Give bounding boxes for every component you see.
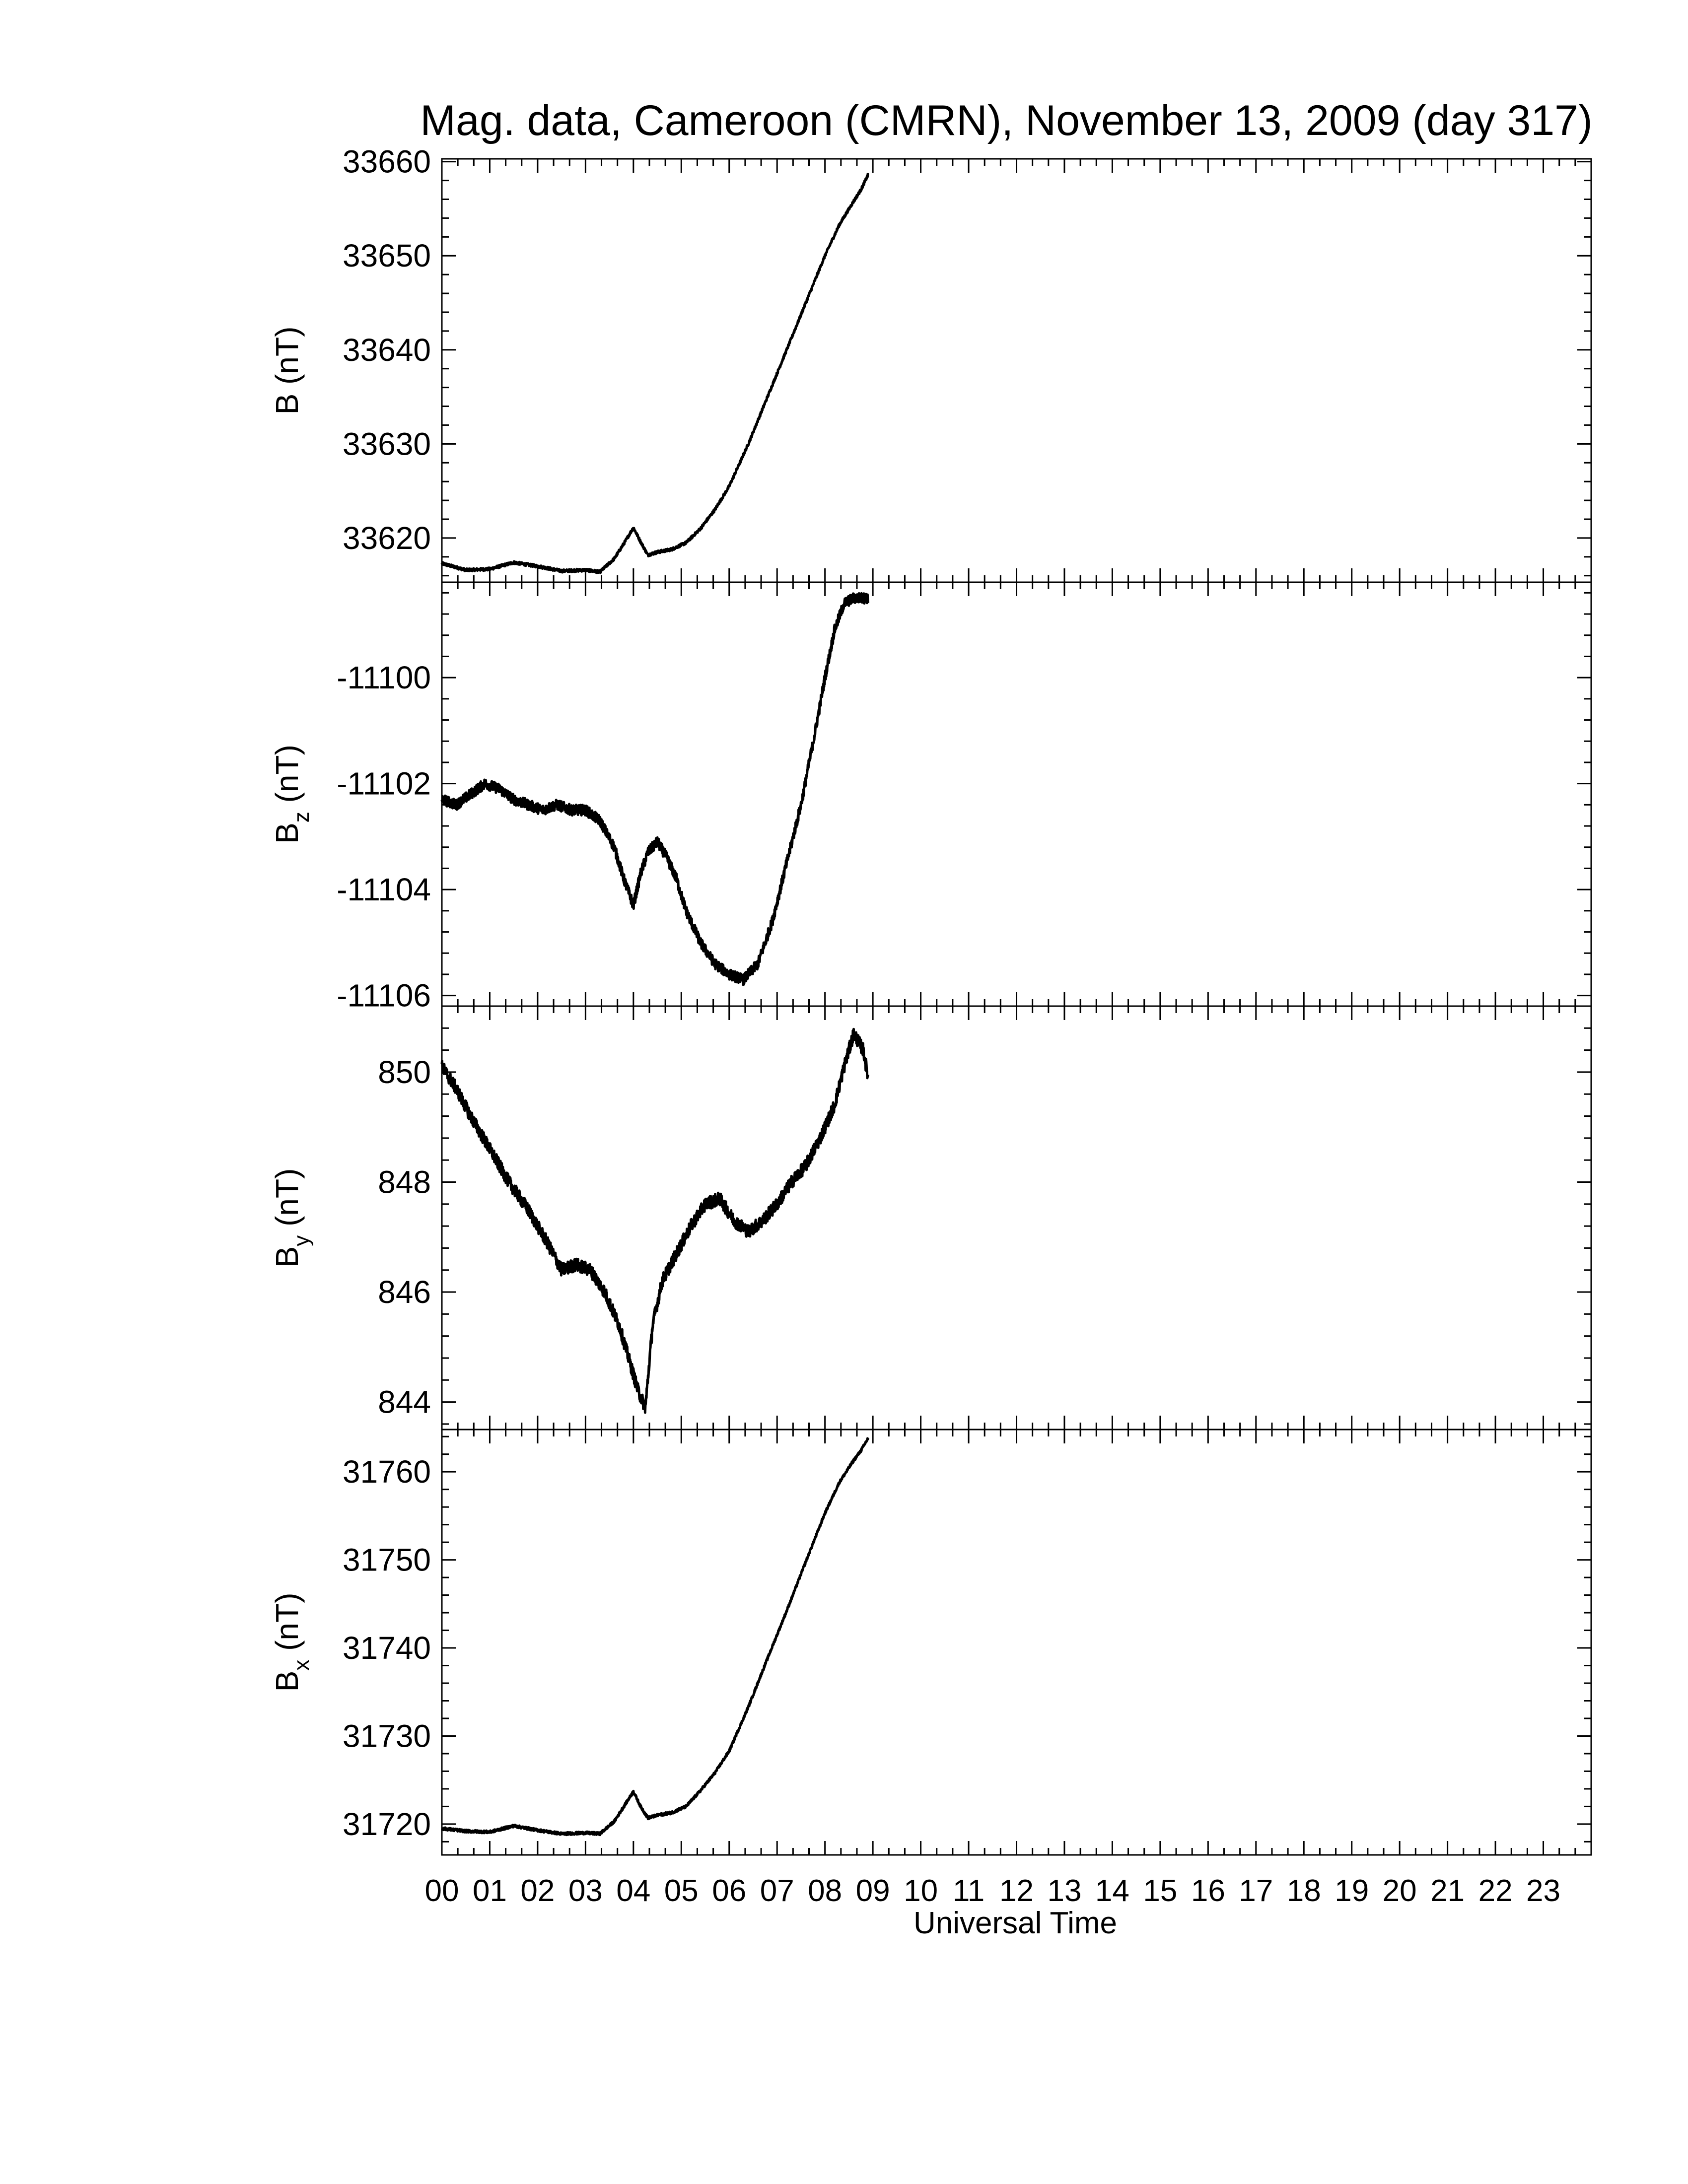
- y-tick-label: 848: [378, 1164, 431, 1200]
- y-axis-label: By (nT): [269, 1168, 314, 1268]
- x-tick-label: 01: [473, 1874, 507, 1908]
- x-tick-label: 22: [1478, 1874, 1513, 1908]
- x-tick-label: 04: [616, 1874, 650, 1908]
- data-trace: [440, 1437, 869, 1837]
- x-tick-label: 10: [904, 1874, 938, 1908]
- panel-frame: [441, 158, 1592, 583]
- y-tick-label: 33660: [343, 144, 431, 180]
- x-tick-label: 11: [953, 1874, 985, 1908]
- x-tick-label: 16: [1191, 1874, 1225, 1908]
- y-tick-label: 31730: [343, 1718, 431, 1754]
- x-tick-label: 13: [1047, 1874, 1081, 1908]
- x-tick-label: 03: [568, 1874, 603, 1908]
- data-trace: [440, 173, 869, 574]
- y-tick-label: -11102: [337, 766, 431, 802]
- x-tick-label: 19: [1335, 1874, 1369, 1908]
- x-tick-label: 09: [856, 1874, 890, 1908]
- y-tick-label: 31740: [343, 1630, 431, 1666]
- x-tick-label: 20: [1383, 1874, 1417, 1908]
- x-tick-label: 06: [712, 1874, 746, 1908]
- y-tick-label: 33630: [343, 426, 431, 462]
- panel-frame: [441, 1005, 1592, 1431]
- y-tick-label: -11100: [337, 660, 431, 695]
- data-trace: [440, 592, 869, 986]
- y-tick-label: 31760: [343, 1454, 431, 1490]
- x-tick-label: 07: [760, 1874, 794, 1908]
- y-tick-label: 850: [378, 1054, 431, 1090]
- y-axis-label: Bx (nT): [269, 1593, 314, 1692]
- y-tick-label: 33620: [343, 520, 431, 556]
- x-axis-tick-labels: 00 01 02 03 04 05 06 07 08 09 10 11 12 13 14 15 16 17 18 19…: [425, 1874, 1561, 1908]
- y-tick-label: 31720: [343, 1806, 431, 1842]
- x-tick-label: 12: [999, 1874, 1034, 1908]
- y-tick-label: 33650: [343, 238, 431, 273]
- panel-2: -11106 -11104 -11102 -11100 Bz (nT): [269, 581, 1592, 1014]
- panel-frame: [441, 1429, 1592, 1856]
- panel-4: 31720 31730 31740 31750 31760 Bx (nT): [269, 1429, 1592, 1856]
- x-tick-label: 18: [1287, 1874, 1321, 1908]
- panel-3: 844 846 848 850 By (nT): [269, 1005, 1592, 1431]
- x-tick-label: 21: [1430, 1874, 1465, 1908]
- x-tick-label: 05: [664, 1874, 699, 1908]
- y-axis-label: B (nT): [269, 327, 305, 415]
- y-tick-label: 846: [378, 1274, 431, 1310]
- panel-1: 33620 33630 33640 33650 33660 B (nT): [269, 144, 1592, 583]
- x-tick-label: 14: [1095, 1874, 1129, 1908]
- data-trace: [440, 1027, 869, 1414]
- y-axis-label: Bz (nT): [269, 745, 314, 844]
- y-tick-label: -11104: [337, 872, 431, 907]
- y-tick-label: 33640: [343, 332, 431, 368]
- y-tick-label: -11106: [337, 978, 431, 1014]
- x-axis-title: Universal Time: [914, 1906, 1117, 1940]
- y-tick-label: 844: [378, 1384, 431, 1420]
- y-tick-label: 31750: [343, 1542, 431, 1578]
- x-tick-label: 00: [425, 1874, 459, 1908]
- x-tick-label: 23: [1526, 1874, 1560, 1908]
- x-tick-label: 17: [1239, 1874, 1273, 1908]
- chart-title: Mag. data, Cameroon (CMRN), November 13,…: [420, 97, 1592, 144]
- x-tick-label: 02: [520, 1874, 555, 1908]
- x-tick-label: 08: [808, 1874, 842, 1908]
- panel-frame: [441, 581, 1592, 1007]
- x-tick-label: 15: [1143, 1874, 1177, 1908]
